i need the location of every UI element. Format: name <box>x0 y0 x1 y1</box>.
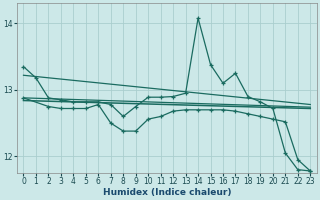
X-axis label: Humidex (Indice chaleur): Humidex (Indice chaleur) <box>103 188 231 197</box>
